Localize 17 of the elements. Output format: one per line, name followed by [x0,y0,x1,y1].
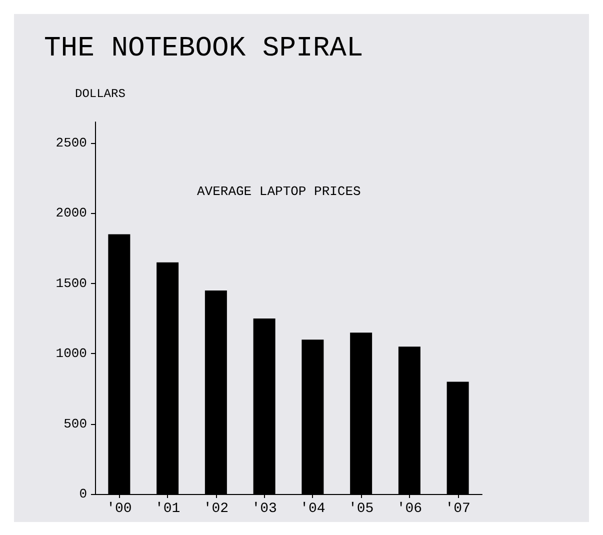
x-tick-label: '03 [252,501,277,517]
x-tick-label: '06 [396,501,422,517]
y-tick-label: 1000 [56,346,87,362]
x-tick-label: '07 [445,501,470,517]
y-tick-label: 1500 [56,276,87,291]
y-tick-label: 2500 [56,136,87,151]
x-tick-label: '04 [300,501,326,517]
y-tick-label: 2000 [56,206,87,221]
x-tick-label: '00 [106,501,132,517]
text: AVERAGE LAPTOP PRICES [197,184,362,199]
x-tick-label: '02 [203,501,229,517]
x-tick-label: '01 [154,501,180,517]
chart-title: THE NOTEBOOK SPIRAL [44,34,364,64]
y-axis-title: DOLLARS [75,87,126,101]
y-tick-label: 0 [79,486,87,502]
x-tick-label: '05 [348,501,374,517]
y-tick-label: 500 [64,416,87,432]
